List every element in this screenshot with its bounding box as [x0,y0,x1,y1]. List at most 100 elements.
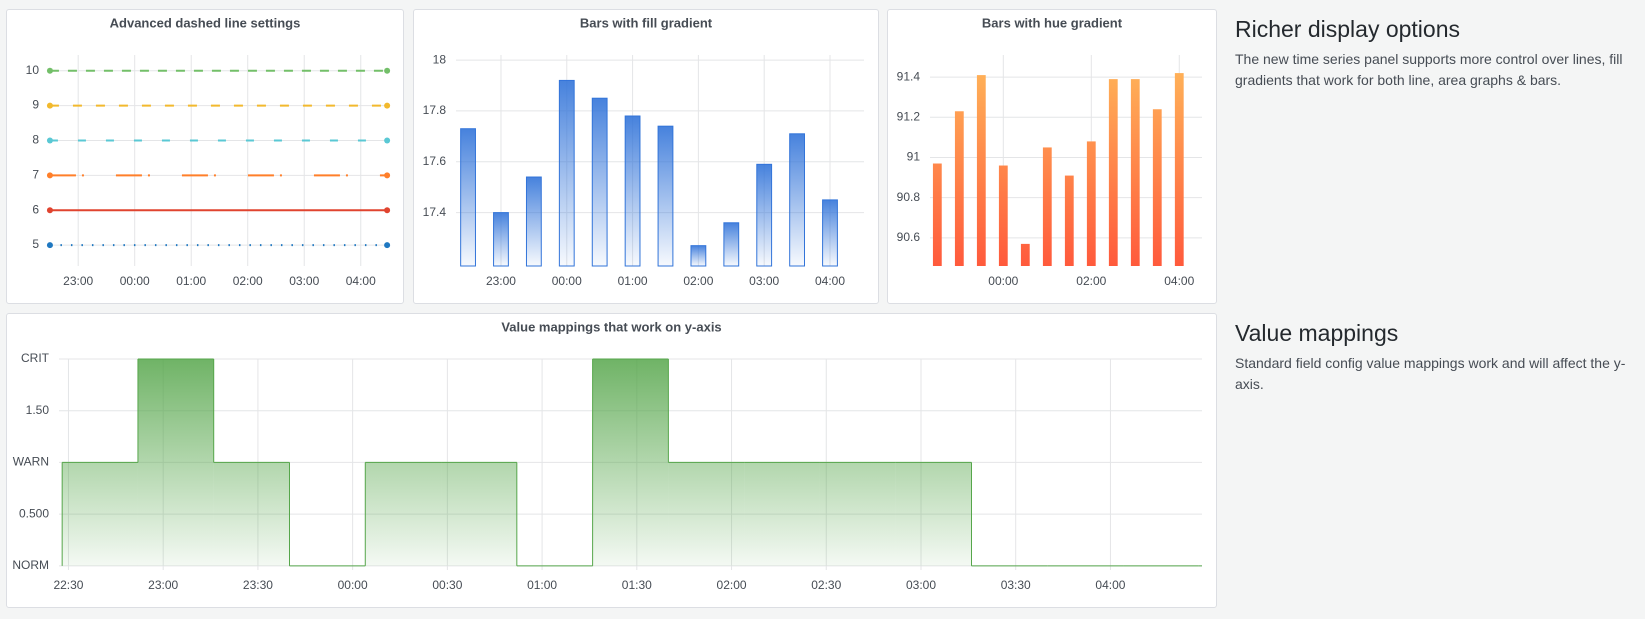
step-area [592,359,669,566]
x-tick-label: 23:30 [243,578,273,592]
x-tick-label: 00:00 [120,274,150,288]
bar [1020,243,1030,266]
point [46,102,53,109]
chart-title: Bars with hue gradient [982,15,1123,30]
x-tick-label: 23:00 [486,274,516,288]
text-panel-title: Value mappings [1235,320,1399,346]
panel: Bars with fill gradient 17.4 17.6 17.8 18 23:… [413,9,879,304]
x-tick-label: 02:00 [1076,274,1106,288]
step-area [62,462,138,566]
y-tick-label: WARN [13,455,49,469]
bar [998,165,1008,266]
y-tick-label: 8 [32,133,39,147]
x-tick-label: 02:00 [233,274,263,288]
bar [756,163,773,267]
x-tick-label: 02:00 [683,274,713,288]
y-tick-label: CRIT [21,351,50,365]
point [46,67,53,74]
y-tick-label: 91 [907,150,921,164]
x-tick-label: 00:00 [988,274,1018,288]
y-tick-label: 9 [32,98,39,112]
bar [690,245,707,267]
chart: Value mappings that work on y-axis NORM 0.… [12,319,1202,592]
x-tick-label: 03:00 [906,578,936,592]
point [384,207,391,214]
step-area [744,462,820,566]
point [46,242,53,249]
x-tick-label: 01:30 [622,578,652,592]
x-tick-label: 02:00 [717,578,747,592]
bar [460,128,476,267]
x-tick-label: 00:30 [432,578,462,592]
bar [1086,141,1096,266]
x-tick-label: 02:30 [811,578,841,592]
bar [493,212,509,267]
x-tick-label: 03:00 [749,274,779,288]
x-tick-label: 00:00 [338,578,368,592]
step-area [365,462,442,566]
bar [1174,73,1184,266]
bar [1130,79,1140,266]
x-tick-label: 23:00 [148,578,178,592]
point [384,242,391,249]
point [384,137,391,144]
x-tick-label: 01:00 [618,274,648,288]
x-tick-label: 03:30 [1001,578,1031,592]
step-area [819,462,896,566]
chart-title: Bars with fill gradient [580,15,713,30]
bar [1108,79,1118,266]
bar [976,75,986,266]
point [384,172,391,179]
x-tick-label: 03:00 [289,274,319,288]
bar [1152,109,1162,266]
panel: Advanced dashed line settings 5 6 7 8 9 10 23:0… [6,9,404,304]
x-tick-label: 01:00 [527,578,557,592]
y-tick-label: 90.6 [897,230,921,244]
bar [822,199,838,267]
chart-title: Value mappings that work on y-axis [501,319,721,334]
text-panel-body: The new time series panel supports more … [1235,51,1623,88]
point [46,207,53,214]
y-tick-label: 7 [32,167,39,181]
step-area [137,359,214,566]
x-tick-label: 04:00 [1164,274,1194,288]
bar [789,133,805,267]
text-panel-body: Standard field config value mappings wor… [1235,355,1626,392]
y-tick-label: 90.8 [897,190,921,204]
x-tick-label: 23:00 [63,274,93,288]
text-panel: Richer display options The new time seri… [1235,16,1635,91]
y-tick-label: 5 [32,237,39,251]
text-panel: Value mappings Standard field config val… [1235,320,1635,395]
step-area [441,462,517,566]
x-tick-label: 22:30 [53,578,83,592]
y-tick-label: 17.8 [423,103,447,117]
y-tick-label: 6 [32,202,39,216]
point [384,67,391,74]
step-area [668,462,745,566]
y-tick-label: 1.50 [26,403,50,417]
bar [1042,147,1052,266]
bar [525,176,542,267]
text-panel-title: Richer display options [1235,16,1461,42]
chart: Bars with fill gradient 17.4 17.6 17.8 18 23:… [423,15,864,288]
x-tick-label: 00:00 [552,274,582,288]
y-tick-label: NORM [12,558,49,572]
y-tick-label: 0.500 [19,506,49,520]
chart-title: Advanced dashed line settings [110,15,301,30]
x-tick-label: 04:00 [346,274,376,288]
chart: Bars with hue gradient 90.6 90.8 91 91.2 91.4… [897,15,1202,288]
step-area [895,462,972,566]
bar [932,163,942,266]
y-tick-label: 91.2 [897,109,921,123]
x-tick-label: 01:00 [176,274,206,288]
point [384,102,391,109]
bar [657,125,674,267]
y-tick-label: 17.6 [423,154,447,168]
step-area [213,462,290,566]
x-tick-label: 04:00 [815,274,845,288]
point [46,137,53,144]
x-tick-label: 04:00 [1095,578,1125,592]
bar [723,222,740,267]
bar [624,115,641,267]
